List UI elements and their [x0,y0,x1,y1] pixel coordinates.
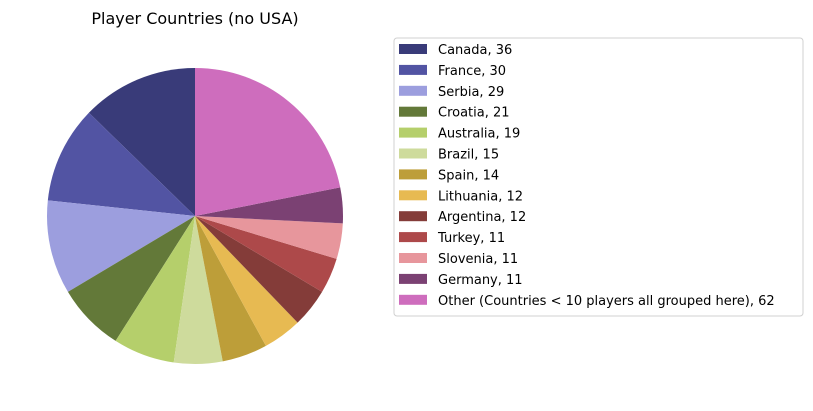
legend-label-argentina: Argentina, 12 [438,210,526,225]
legend-swatch-lithuania [399,190,427,201]
legend-swatch-france [399,64,427,75]
pie-slice-other [195,68,341,216]
legend-frame [393,37,804,317]
legend: Canada, 36 France, 30 Serbia, 29 Croatia, 2… [393,37,804,317]
pie-slice-germany [195,187,343,224]
pie-slice-brazil [173,216,223,364]
pie-slice-lithuania [195,216,298,346]
legend-label-germany: Germany, 11 [438,273,523,288]
legend-swatch-turkey [399,232,427,243]
legend-swatch-brazil [399,148,427,159]
legend-label-other: Other (Countries < 10 players all groupe… [438,294,775,309]
legend-swatch-croatia [399,106,427,117]
legend-label-spain: Spain, 14 [438,168,499,183]
legend-label-brazil: Brazil, 15 [438,148,499,163]
legend-label-australia: Australia, 19 [438,127,520,142]
legend-swatch-other [399,294,427,305]
legend-swatch-spain [399,169,427,180]
pie-slice-spain [195,216,266,362]
pie-slices [47,68,343,364]
pie-slice-argentina [195,216,323,323]
legend-label-lithuania: Lithuania, 12 [438,189,523,204]
legend-label-france: France, 30 [438,64,506,79]
pie-slice-australia [115,216,195,363]
legend-swatch-serbia [399,85,427,96]
chart-title: Player Countries (no USA) [91,9,298,28]
legend-swatch-australia [399,127,427,138]
legend-label-croatia: Croatia, 21 [438,106,510,121]
pie-slice-serbia [47,200,196,292]
legend-label-canada: Canada, 36 [438,43,512,58]
legend-label-serbia: Serbia, 29 [438,85,504,100]
pie-slice-turkey [195,216,337,292]
pie-slice-croatia [67,216,195,341]
legend-swatch-germany [399,273,427,284]
legend-swatch-canada [399,44,427,54]
pie-slice-france [47,112,195,216]
legend-label-slovenia: Slovenia, 11 [438,252,518,267]
pie-slice-slovenia [195,216,343,259]
legend-swatch-argentina [399,211,427,222]
pie-slice-canada [88,68,195,216]
legend-swatch-slovenia [399,253,427,263]
legend-label-turkey: Turkey, 11 [437,231,505,246]
